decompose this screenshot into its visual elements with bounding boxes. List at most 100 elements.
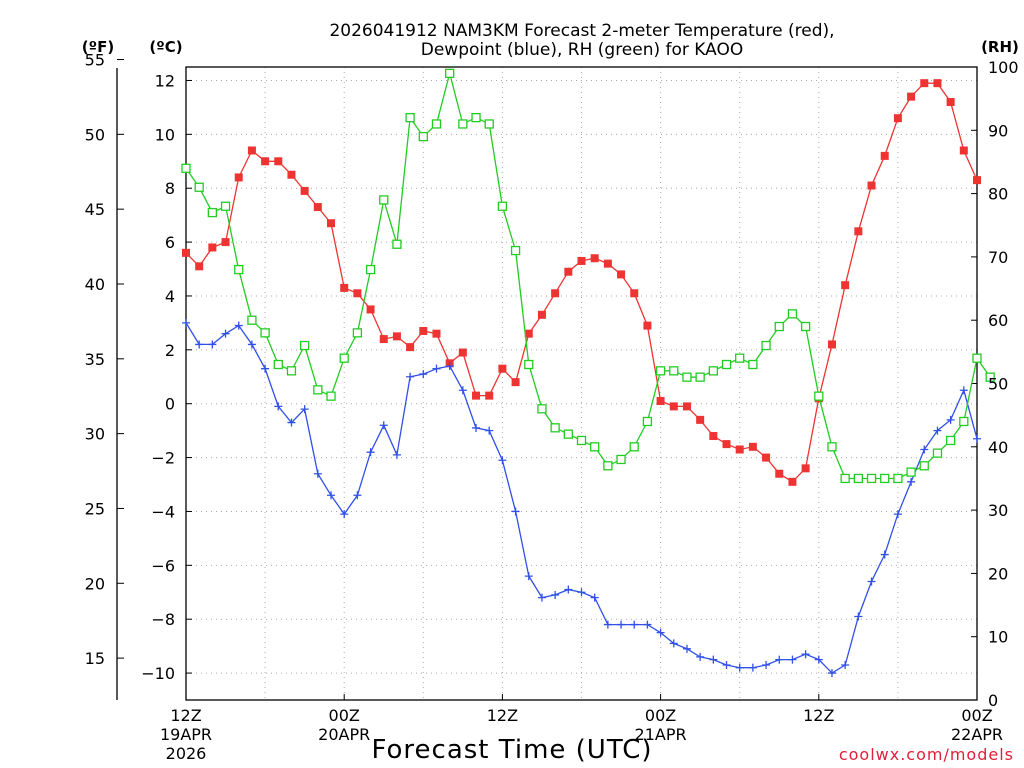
grid-lines	[186, 67, 977, 700]
fahrenheit-tick-label: 20	[85, 574, 105, 593]
rh-point	[866, 473, 877, 484]
temperature-point	[419, 326, 428, 335]
chart-title-line-2: Dewpoint (blue), RH (green) for KAOO	[421, 40, 744, 60]
temperature-point	[762, 453, 771, 462]
rh-point	[945, 435, 956, 446]
plot-frame	[185, 66, 978, 701]
rh-point	[985, 372, 995, 382]
temperature-point	[551, 289, 560, 298]
temperature-point	[973, 176, 981, 185]
fahrenheit-tick-label: 45	[85, 200, 105, 219]
temperature-point	[630, 289, 639, 298]
temperature-point	[682, 402, 691, 411]
temperature-point	[537, 310, 546, 319]
celsius-tick-label: 4	[165, 287, 175, 306]
temperature-point	[406, 343, 415, 352]
rh-tick-label: 30	[988, 501, 1008, 520]
rh-point	[299, 340, 310, 351]
temperature-point	[234, 173, 243, 182]
rh-point	[642, 416, 653, 427]
temperature-point	[709, 432, 718, 441]
rh-point	[537, 404, 547, 414]
fahrenheit-tick-label: 15	[85, 649, 105, 668]
celsius-tick-label: 10	[155, 125, 175, 144]
rh-point	[590, 442, 600, 452]
fahrenheit-tick-label: 50	[85, 125, 105, 144]
rh-point	[629, 442, 639, 452]
temperature-point	[867, 181, 876, 190]
temperature-point	[432, 329, 441, 338]
temperature-point	[366, 305, 375, 314]
temperature-point	[379, 335, 388, 344]
rh-tick-label: 20	[988, 564, 1008, 583]
celsius-tick-label: −2	[151, 449, 175, 468]
rh-tick-label: 0	[988, 691, 998, 710]
rh-point	[906, 467, 916, 477]
celsius-tick-label: 2	[165, 341, 175, 360]
dewpoint-point	[630, 620, 639, 629]
celsius-tick-label: −10	[141, 664, 175, 683]
dewpoint-point	[841, 660, 850, 669]
dewpoint-point	[221, 329, 230, 338]
rh-tick-label: 100	[988, 58, 1019, 77]
x-tick-label: 00Z	[645, 706, 676, 725]
dewpoint-point	[366, 448, 375, 457]
rh-point	[234, 264, 244, 275]
temperature-point	[511, 378, 520, 387]
temperature-point	[854, 227, 863, 236]
temperature-point	[498, 364, 507, 373]
dewpoint-point	[498, 456, 507, 465]
rh-point	[524, 359, 534, 370]
fahrenheit-tick-label: 35	[85, 350, 105, 369]
rh-point	[379, 195, 389, 205]
x-tick-label: 00Z	[961, 706, 992, 725]
rh-point	[418, 131, 428, 142]
temperature-point	[195, 262, 204, 271]
dewpoint-point	[551, 590, 560, 599]
temperature-point	[590, 254, 599, 263]
temperature-point	[722, 440, 731, 449]
temperature-point	[946, 98, 955, 107]
dewpoint-point	[709, 655, 718, 664]
celsius-tick-label: −4	[151, 502, 175, 521]
rh-point	[761, 340, 771, 351]
dewpoint-point	[748, 663, 757, 672]
dewpoint-point	[814, 655, 823, 664]
celsius-tick-label: 8	[165, 179, 175, 198]
rh-tick-label: 70	[988, 248, 1008, 267]
temperature-point	[287, 170, 296, 179]
dewpoint-point	[327, 491, 336, 500]
dewpoint-point	[696, 652, 705, 661]
chart-title-line-1: 2026041912 NAM3KM Forecast 2-meter Tempe…	[329, 21, 834, 41]
chart-title: 2026041912 NAM3KM Forecast 2-meter Tempe…	[329, 21, 834, 60]
temperature-point	[182, 248, 190, 257]
x-tick-label: 22APR	[951, 725, 1003, 744]
temperature-point	[564, 267, 573, 276]
rh-unit-label: (RH)	[981, 38, 1019, 56]
temperature-point	[788, 477, 797, 486]
dewpoint-point	[419, 370, 428, 379]
celsius-tick-label: −6	[151, 556, 175, 575]
rh-point	[339, 353, 349, 363]
temperature-point	[669, 402, 678, 411]
dewpoint-point	[801, 650, 810, 659]
temperature-point	[300, 186, 309, 195]
rh-point	[273, 359, 283, 370]
rh-tick-label: 50	[988, 375, 1008, 394]
rh-point	[655, 366, 666, 376]
rh-point	[392, 239, 402, 249]
dewpoint-point	[432, 364, 441, 373]
dewpoint-point	[300, 405, 309, 414]
dewpoint-point	[590, 593, 599, 602]
dewpoint-point	[682, 644, 691, 653]
temperature-point	[656, 397, 665, 406]
celsius-tick-label: −8	[151, 610, 175, 629]
temperature-point	[617, 270, 626, 279]
rh-point	[708, 366, 718, 376]
dewpoint-point	[735, 663, 744, 672]
fahrenheit-unit-label: (ºF)	[82, 38, 114, 56]
celsius-tick-label: 6	[165, 233, 175, 252]
rh-point	[787, 309, 798, 319]
dewpoint-point	[195, 340, 204, 349]
rh-point	[458, 119, 468, 129]
